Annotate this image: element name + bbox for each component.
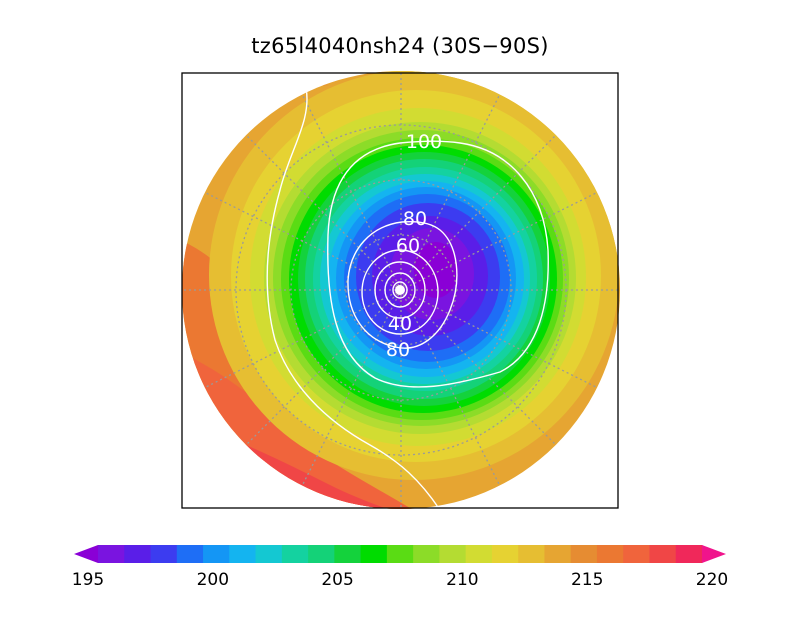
pole-marker bbox=[395, 285, 405, 295]
colorbar-cell bbox=[281, 545, 309, 563]
contour-label-60: 60 bbox=[396, 235, 420, 257]
contour-label-100: 100 bbox=[406, 131, 442, 153]
contour-label-40: 40 bbox=[388, 313, 412, 335]
contour-line-west bbox=[266, 87, 441, 509]
colorbar-cell bbox=[675, 545, 703, 563]
contour-label-80-bottom: 80 bbox=[386, 339, 410, 361]
contour-lines bbox=[266, 87, 549, 509]
colorbar-cell bbox=[255, 545, 283, 563]
contour-30 bbox=[392, 281, 408, 299]
colorbar-tick-label: 215 bbox=[571, 570, 603, 590]
contour-50 bbox=[374, 261, 426, 319]
colorbar-cell bbox=[623, 545, 650, 563]
colorbar-cell bbox=[465, 545, 493, 563]
colorbar-cell bbox=[649, 545, 677, 563]
contour-label-80-top: 80 bbox=[403, 208, 427, 230]
colorbar-extend-high bbox=[702, 545, 726, 563]
colorbar-cell bbox=[229, 545, 257, 563]
colorbar-extend-low bbox=[74, 545, 98, 563]
colorbar-tick-label: 210 bbox=[446, 570, 478, 590]
colorbar-cell bbox=[203, 545, 230, 563]
colorbar-cell bbox=[334, 545, 362, 563]
map-title: tz65l4040nsh24 (30S−90S) bbox=[251, 34, 549, 58]
colorbar-cell bbox=[150, 545, 178, 563]
colorbar-cell bbox=[176, 545, 204, 563]
plot-frame bbox=[181, 72, 619, 509]
colorbar-cell bbox=[491, 545, 519, 563]
colorbar-tick-label: 220 bbox=[696, 570, 728, 590]
colorbar-cell bbox=[386, 545, 414, 563]
contour-60 bbox=[361, 249, 439, 335]
colorbar-cell bbox=[570, 545, 598, 563]
colorbar-tick-label: 200 bbox=[197, 570, 229, 590]
colorbar-tick-label: 195 bbox=[72, 570, 104, 590]
colorbar-cell bbox=[360, 545, 388, 563]
colorbar-cell bbox=[308, 545, 335, 563]
contour-80 bbox=[347, 221, 458, 349]
colorbar-cells bbox=[74, 545, 726, 563]
contour-100 bbox=[327, 140, 549, 388]
colorbar-cell bbox=[544, 545, 572, 563]
colorbar-cell bbox=[596, 545, 624, 563]
colorbar-cell bbox=[518, 545, 545, 563]
colorbar-cell bbox=[98, 545, 125, 563]
colorbar-cell bbox=[413, 545, 440, 563]
colorbar-cell bbox=[439, 545, 467, 563]
contour-40 bbox=[384, 272, 416, 308]
colorbar-tick-label: 205 bbox=[321, 570, 353, 590]
colorbar-cell bbox=[124, 545, 152, 563]
colorbar-ticks: 195 200 205 210 215 220 bbox=[72, 570, 728, 590]
